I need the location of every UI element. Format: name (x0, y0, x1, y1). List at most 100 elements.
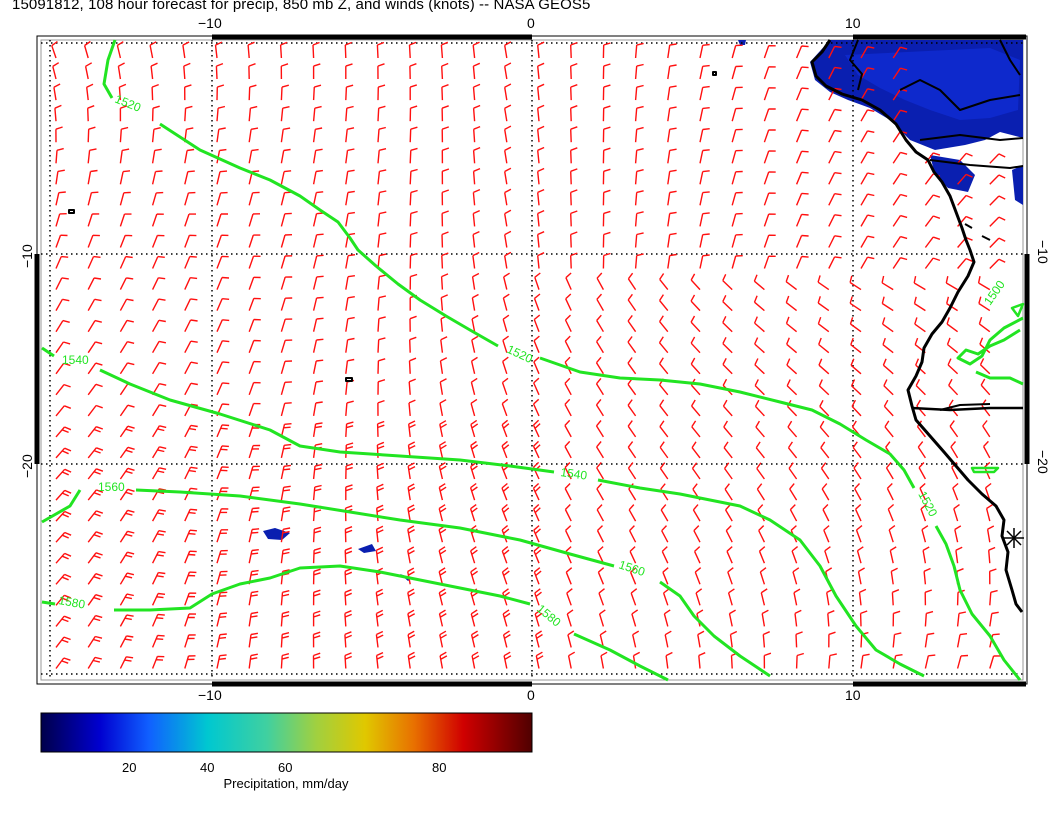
wind-barb (55, 636, 71, 648)
wind-barb (502, 588, 511, 606)
colorbar-tick-3: 60 (278, 760, 292, 775)
contour-1500-2 (970, 466, 1000, 474)
wind-barb (280, 212, 292, 227)
wind-barb (407, 588, 415, 606)
wind-barb (87, 573, 103, 585)
wind-barb (698, 652, 706, 669)
wind-barb (216, 445, 229, 459)
wind-barb (470, 377, 478, 395)
wind-barb (627, 357, 637, 375)
wind-barb (564, 377, 572, 396)
wind-barb (55, 552, 72, 564)
wind-barb (216, 276, 230, 290)
wind-barb (471, 314, 479, 332)
wind-barb (627, 399, 637, 417)
wind-barb (409, 105, 418, 122)
wind-barb (923, 567, 931, 585)
wind-barb (723, 441, 733, 459)
wind-barb (827, 610, 835, 627)
wind-barb (55, 489, 72, 501)
wind-barb (567, 651, 576, 669)
wind-barb (216, 382, 230, 396)
wind-barb (892, 235, 908, 248)
wind-barb (119, 572, 135, 585)
wind-barb (828, 150, 842, 164)
wind-barb (860, 46, 875, 59)
wind-barb (947, 358, 959, 375)
wind-barb (469, 482, 478, 501)
wind-barb (119, 425, 135, 438)
wind-barb (699, 107, 710, 122)
wind-barb (754, 337, 765, 354)
wind-barb (248, 339, 261, 353)
wind-barb (408, 420, 416, 437)
contour-1560 (41, 488, 771, 678)
wind-barb (885, 462, 894, 480)
wind-barb (819, 420, 830, 438)
wind-barb (731, 86, 743, 101)
wind-barb (665, 651, 673, 669)
contour-1500-sq (1010, 302, 1025, 318)
wind-barb (248, 63, 256, 80)
wind-barb (535, 651, 544, 669)
wind-barb (280, 234, 293, 248)
wind-barb (149, 41, 157, 59)
wind-barb (377, 211, 387, 227)
wind-barb (754, 358, 765, 375)
wind-barb (860, 193, 875, 206)
wind-barb (659, 273, 669, 291)
wind-barb (850, 337, 862, 354)
wind-barb (344, 610, 352, 627)
wind-barb (377, 358, 386, 374)
wind-barb (440, 41, 449, 59)
wind-barb (87, 298, 102, 311)
wind-barb (828, 214, 842, 227)
wind-barb (216, 191, 228, 206)
wind-barb (409, 273, 418, 290)
wind-barb (438, 546, 447, 564)
wind-barb (602, 168, 611, 185)
wind-barb (787, 420, 798, 438)
wind-barb (722, 399, 733, 417)
wind-barb (377, 126, 386, 143)
wind-barb (312, 63, 321, 79)
wind-barb (345, 127, 355, 143)
wind-barb (248, 148, 259, 164)
coastline-west-africa (810, 39, 1024, 613)
wind-barb (602, 126, 611, 143)
wind-barb (795, 234, 809, 248)
colorbar-gradient (40, 712, 533, 753)
wind-barb (376, 462, 385, 480)
wind-barb (950, 441, 959, 459)
wind-barb (55, 615, 71, 627)
wind-barb (471, 293, 479, 311)
wind-barb (151, 509, 166, 522)
wind-barb (216, 570, 228, 585)
wind-barb (921, 525, 929, 543)
wind-barb (820, 462, 830, 480)
wind-barb (989, 258, 1006, 269)
wind-barb (699, 149, 710, 164)
bottom-lon-tick-1: −10 (198, 687, 222, 703)
wind-barb (855, 525, 863, 543)
wind-barb (87, 126, 96, 143)
wind-barb (119, 509, 135, 522)
wind-barb (184, 148, 195, 164)
wind-barb (280, 191, 292, 206)
wind-barb (119, 255, 133, 269)
wind-barb (184, 319, 198, 333)
border-1 (849, 39, 863, 91)
wind-barb (83, 40, 91, 59)
wind-barb (892, 46, 908, 59)
wind-barb (184, 255, 197, 269)
wind-barb (280, 527, 291, 543)
wind-barb (504, 167, 512, 185)
wind-barb (248, 255, 261, 269)
wind-barb (989, 174, 1006, 185)
contour-1580 (41, 564, 531, 612)
wind-barb (860, 88, 875, 101)
wind-barb (731, 149, 743, 164)
border-4 (919, 134, 1024, 141)
wind-barb (667, 169, 677, 185)
wind-barb (819, 399, 830, 417)
